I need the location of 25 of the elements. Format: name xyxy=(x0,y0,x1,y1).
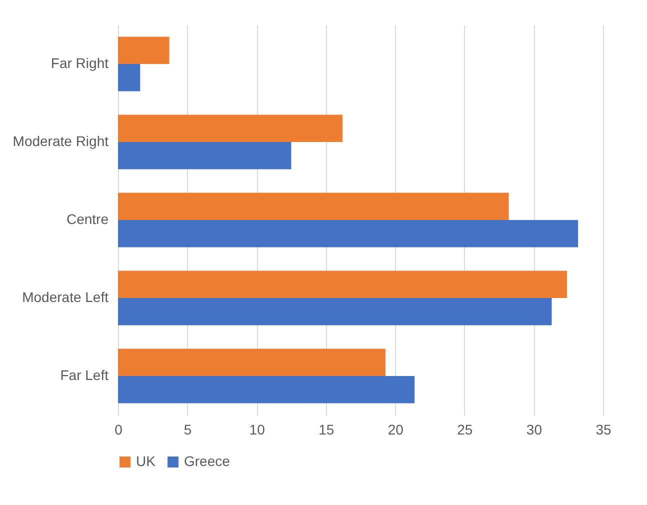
y-tick-label: Moderate Right xyxy=(12,133,109,149)
bar xyxy=(118,114,342,142)
bar xyxy=(118,36,170,64)
y-tick-label: Far Left xyxy=(60,367,109,383)
y-tick-label: Moderate Left xyxy=(22,289,109,305)
bar xyxy=(118,270,567,298)
y-tick-label: Centre xyxy=(66,211,109,227)
bar xyxy=(118,220,578,248)
x-tick-label: 25 xyxy=(457,422,473,438)
legend-label: UK xyxy=(136,453,156,469)
bar xyxy=(118,376,415,404)
x-tick-label: 20 xyxy=(388,422,404,438)
y-tick-label: Far Right xyxy=(50,55,109,71)
x-tick-label: 35 xyxy=(596,422,612,438)
x-tick-label: 0 xyxy=(114,422,123,438)
legend-label: Greece xyxy=(184,453,230,469)
x-tick-label: 5 xyxy=(184,422,192,438)
x-tick-label: 15 xyxy=(318,422,334,438)
x-tick-label: 10 xyxy=(249,422,266,438)
bar xyxy=(118,64,140,92)
bar xyxy=(118,298,552,326)
bar xyxy=(118,142,292,170)
bar xyxy=(118,192,509,220)
bar xyxy=(118,348,386,376)
x-tick-label: 30 xyxy=(526,422,542,438)
